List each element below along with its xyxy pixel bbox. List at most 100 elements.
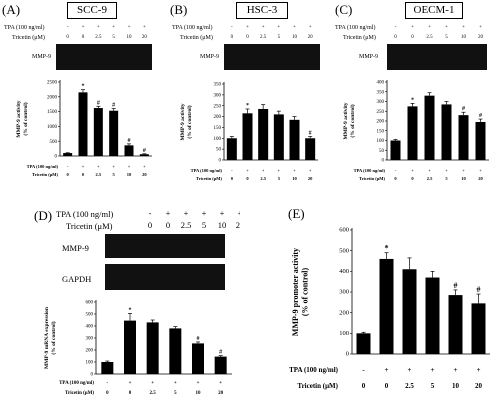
- bar: [101, 362, 114, 374]
- x-axis-tricetin-value: 0: [231, 176, 234, 181]
- header-tpa-value: +: [277, 25, 280, 30]
- x-axis-tpa-value: +: [278, 168, 281, 173]
- significance-mark: #: [197, 336, 200, 342]
- tricetin-row-label: Tricetin (μM): [343, 35, 376, 41]
- x-axis-tpa-label: TPA (100 ng/ml): [191, 168, 223, 173]
- x-axis-tricetin-value: 5: [174, 391, 177, 396]
- x-axis-tpa-value: +: [143, 164, 146, 169]
- x-axis-tpa-value: -: [362, 366, 365, 374]
- x-axis-tpa-label: TPA (100 ng/ml): [354, 168, 386, 173]
- x-axis-tpa-value: +: [293, 168, 296, 173]
- x-axis-tpa-value: -: [106, 381, 108, 386]
- header-tricetin-value: 5: [112, 35, 115, 40]
- x-axis-tpa-label: TPA (100 ng/ml): [27, 164, 59, 169]
- header-tpa-value: +: [479, 25, 482, 30]
- y-tick-label: 500: [86, 313, 94, 318]
- bar: [93, 108, 103, 156]
- y-tick-label: 50: [379, 149, 385, 154]
- x-axis-tpa-value: +: [197, 381, 200, 386]
- x-axis-tpa-value: +: [454, 366, 458, 374]
- y-tick-label: 2500: [47, 81, 58, 86]
- bar: [471, 303, 486, 354]
- bar: [63, 153, 73, 156]
- header-tpa-value: +: [97, 25, 100, 30]
- panel-e: (E) 0 100 200 300 400 500 600 MMP-9 promoter ac…: [240, 204, 500, 408]
- y-tick-label: 0: [382, 159, 385, 164]
- x-axis-tricetin-value: 20: [478, 176, 483, 181]
- bar: [226, 138, 237, 160]
- bar-chart-a: -0+0+2.5+5+10+2005001000150020002500MMP-…: [16, 25, 152, 177]
- y-tick-label: 300: [86, 337, 94, 342]
- significance-mark: #: [462, 106, 465, 112]
- tricetin-row-label: Tricetin (μM): [180, 35, 213, 41]
- x-axis-tpa-value: +: [151, 381, 154, 386]
- header-tpa-value: -: [395, 25, 397, 30]
- x-axis-tpa-value: +: [477, 366, 481, 374]
- header-tricetin-value: 10: [127, 35, 133, 40]
- x-axis-tpa-value: +: [82, 164, 85, 169]
- header-tpa-value: +: [238, 208, 240, 218]
- x-axis-tpa-label: TPA (100 ng/ml): [59, 381, 94, 386]
- bar: [424, 95, 435, 160]
- y-tick-label: 200: [377, 120, 385, 125]
- x-axis-tricetin-value: 10: [196, 391, 202, 396]
- y-tick-label: 0: [55, 155, 58, 160]
- y-tick-label: 2000: [47, 95, 58, 100]
- x-axis-tricetin-value: 20: [218, 391, 224, 396]
- header-tricetin-value: 0: [82, 35, 85, 40]
- x-axis-tpa-value: +: [97, 164, 100, 169]
- y-tick-label: 150: [377, 129, 385, 134]
- y-tick-label: 500: [50, 140, 58, 145]
- y-axis-title: (% of control): [22, 102, 29, 135]
- bar: [146, 322, 159, 374]
- bar: [402, 269, 417, 354]
- y-tick-label: 200: [214, 115, 222, 120]
- header-tricetin-value: 5: [278, 35, 281, 40]
- y-tick-label: 200: [86, 349, 94, 354]
- header-tpa-value: +: [184, 208, 189, 218]
- x-axis-tricetin-value: 2.5: [260, 176, 266, 181]
- header-tricetin-value: 10: [292, 35, 298, 40]
- x-axis-tricetin-value: 10: [461, 176, 466, 181]
- bar: [390, 140, 401, 160]
- tricetin-row-label: Tricetin (μM): [12, 35, 45, 41]
- y-tick-label: 100: [86, 361, 94, 366]
- significance-mark: #: [97, 100, 100, 106]
- header-tpa-value: +: [202, 208, 207, 218]
- y-tick-label: 150: [214, 126, 222, 131]
- bar: [214, 356, 227, 374]
- bar: [109, 110, 119, 156]
- y-axis-title: (% of control): [186, 105, 193, 138]
- panel-b: (B) HSC-3 TPA (100 ng/ml) Tricetin (μM) …: [168, 0, 333, 200]
- y-tick-label: 300: [339, 289, 349, 296]
- header-tpa-value: +: [82, 25, 85, 30]
- x-axis-tpa-value: +: [479, 168, 482, 173]
- header-tpa-value: +: [143, 25, 146, 30]
- header-tpa-value: +: [128, 25, 131, 30]
- significance-mark: *: [385, 244, 389, 253]
- x-axis-tricetin-value: 0: [106, 391, 109, 396]
- blot-label: MMP-9: [359, 54, 379, 60]
- bar: [356, 333, 371, 354]
- x-axis-tpa-value: +: [445, 168, 448, 173]
- x-axis-tpa-value: +: [385, 366, 389, 374]
- significance-mark: #: [219, 350, 222, 356]
- panel-d: (D) TPA (100 ng/ml) Tricetin (μM) MMP-9 …: [0, 204, 240, 408]
- header-tricetin-value: 0: [148, 220, 152, 230]
- x-axis-tricetin-value: 0: [82, 172, 85, 177]
- significance-mark: *: [129, 307, 132, 313]
- y-tick-label: 0: [346, 351, 349, 358]
- header-tpa-value: +: [445, 25, 448, 30]
- x-axis-tricetin-value: 5: [113, 172, 116, 177]
- x-axis-tpa-value: +: [262, 168, 265, 173]
- x-axis-tricetin-value: 2.5: [150, 391, 157, 396]
- header-tricetin-value: 0: [166, 220, 170, 230]
- bar: [379, 258, 394, 354]
- y-tick-label: 250: [214, 104, 222, 109]
- header-tricetin-value: 2.5: [181, 220, 192, 230]
- tpa-row-label: TPA (100 ng/ml): [172, 25, 213, 31]
- bar: [475, 121, 486, 160]
- bar: [258, 108, 269, 160]
- header-tricetin-value: 5: [202, 220, 206, 230]
